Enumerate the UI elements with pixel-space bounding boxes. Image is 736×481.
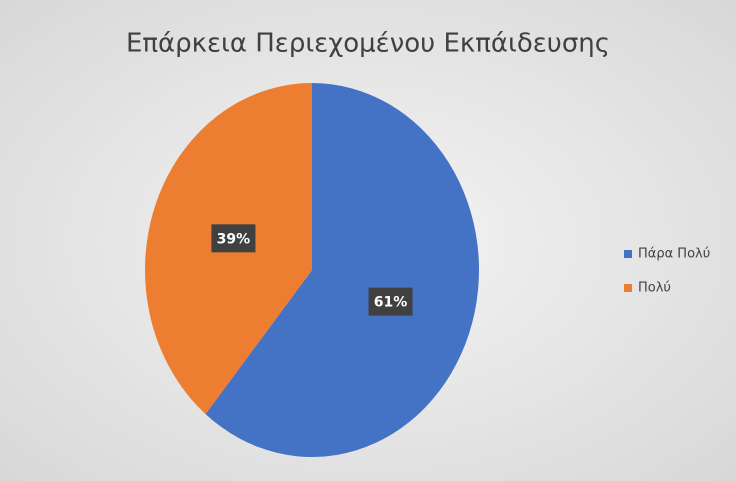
legend-label: Πάρα Πολύ <box>638 247 710 262</box>
data-label: 39% <box>217 231 251 247</box>
legend-swatch <box>624 284 632 292</box>
data-label-box <box>368 287 413 316</box>
data-label-box <box>211 224 256 253</box>
legend-label: Πολύ <box>638 281 671 296</box>
chart-title: Επάρκεια Περιεχομένου Εκπάιδευσης <box>126 29 610 59</box>
pie-slice <box>205 83 480 457</box>
data-label: 61% <box>374 295 408 311</box>
legend-swatch <box>624 250 632 258</box>
